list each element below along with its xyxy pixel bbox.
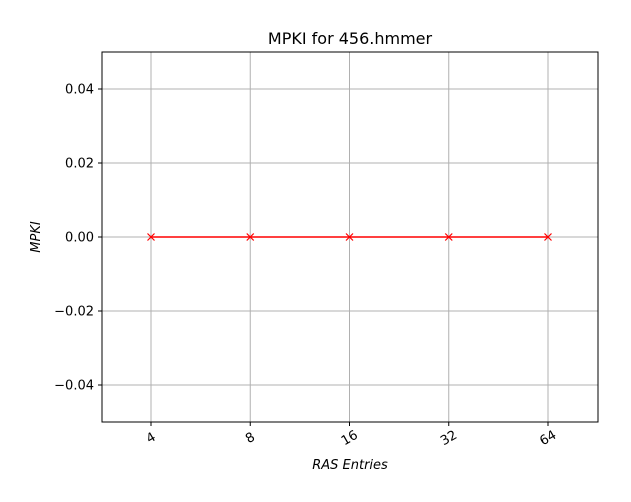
y-tick-label: 0.04 bbox=[65, 83, 94, 98]
y-tick-label: 0.02 bbox=[65, 157, 94, 172]
x-marker-stroke bbox=[544, 233, 552, 241]
data-point bbox=[147, 233, 155, 241]
x-axis-label: RAS Entries bbox=[312, 458, 388, 473]
x-marker-stroke bbox=[246, 233, 255, 241]
y-axis-label: MPKI bbox=[29, 221, 44, 253]
x-tick-label: 16 bbox=[339, 428, 361, 449]
x-tick-label: 32 bbox=[438, 428, 460, 449]
y-tick-label: 0.00 bbox=[65, 231, 94, 246]
y-tick-label: −0.02 bbox=[54, 305, 94, 320]
x-tick-label: 64 bbox=[537, 428, 559, 449]
x-marker-stroke bbox=[345, 233, 354, 241]
data-point bbox=[345, 233, 354, 241]
y-tick-label: −0.04 bbox=[54, 379, 94, 394]
series-layer bbox=[147, 233, 552, 241]
chart-title: MPKI for 456.hmmer bbox=[268, 29, 433, 48]
data-point bbox=[544, 233, 552, 241]
x-marker-stroke bbox=[147, 233, 155, 241]
x-marker-stroke bbox=[444, 233, 453, 241]
data-point bbox=[444, 233, 453, 241]
data-point bbox=[246, 233, 255, 241]
